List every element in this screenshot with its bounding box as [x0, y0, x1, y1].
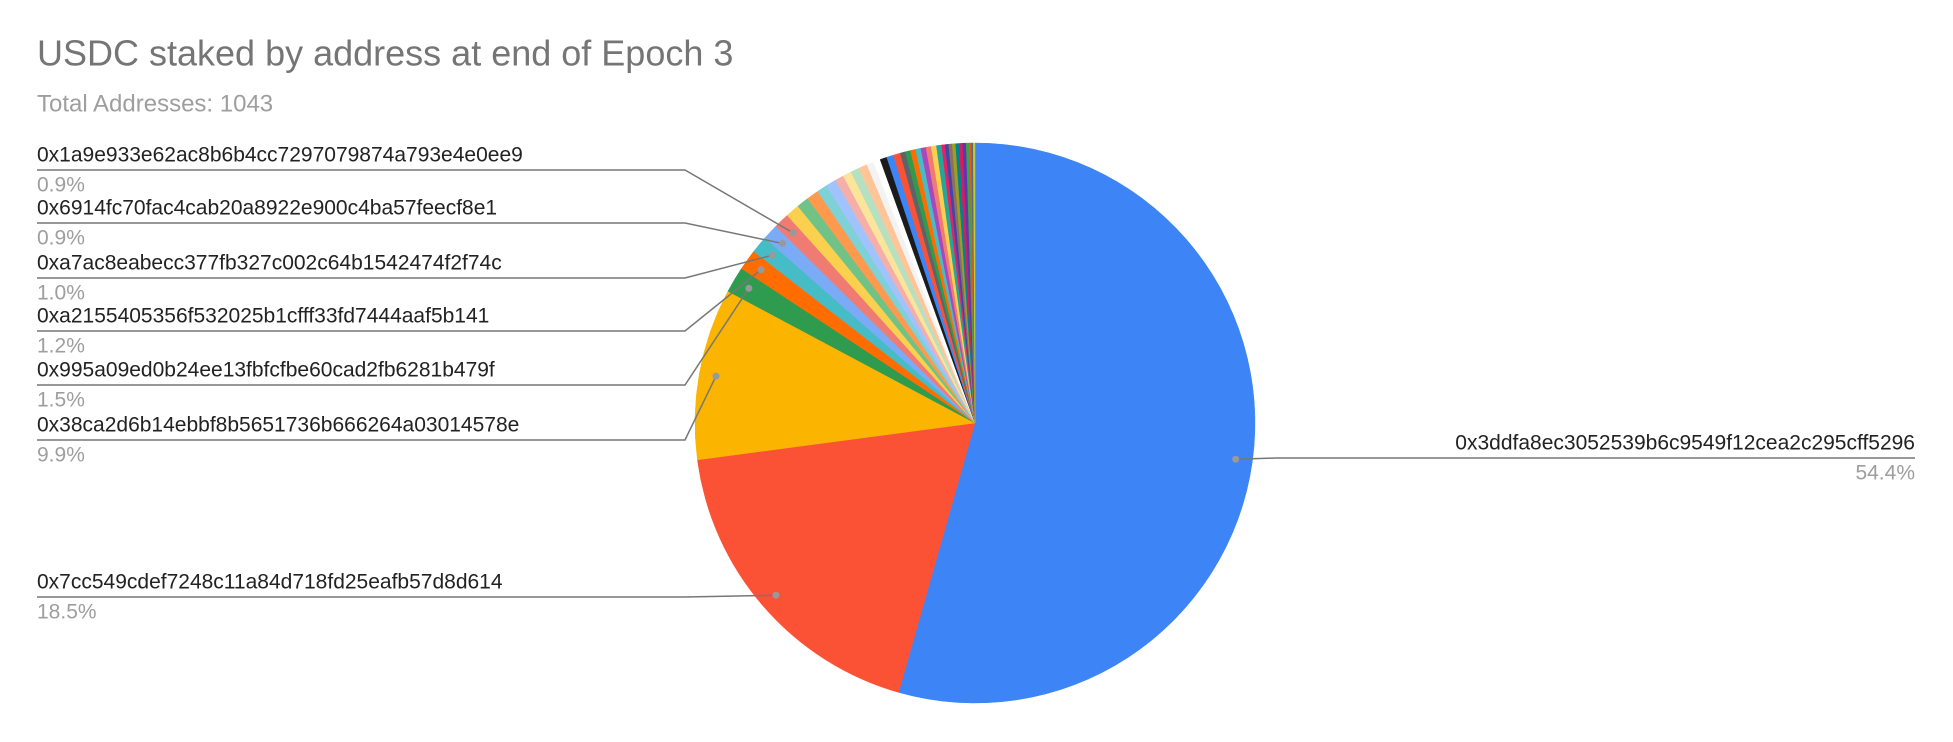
leader-line [37, 222, 783, 245]
pie-slice [697, 422, 976, 693]
pie-slice [972, 142, 976, 424]
slice-value-label: 0.9% [37, 174, 85, 197]
leader-line [37, 169, 794, 234]
slice-value-label: 1.0% [37, 282, 85, 305]
slice-value-label: 54.4% [1855, 462, 1915, 485]
slice-value-label: 1.5% [37, 389, 85, 412]
slice-label: 0x6914fc70fac4cab20a8922e900c4ba57feecf8… [37, 197, 497, 220]
slice-label: 0x7cc549cdef7248c11a84d718fd25eafb57d8d6… [37, 571, 503, 594]
chart-title: USDC staked by address at end of Epoch 3 [37, 33, 733, 74]
slice-label: 0xa7ac8eabecc377fb327c002c64b1542474f2f7… [37, 252, 502, 275]
slice-value-label: 0.9% [37, 227, 85, 250]
leader-dot [712, 372, 720, 380]
slice-label: 0x3ddfa8ec3052539b6c9549f12cea2c295cff52… [1455, 432, 1915, 455]
chart-subtitle: Total Addresses: 1043 [37, 90, 273, 117]
pie-slice [898, 142, 1256, 704]
slice-label: 0x995a09ed0b24ee13fbfcfbe60cad2fb6281b47… [37, 359, 495, 382]
slice-label: 0x38ca2d6b14ebbf8b5651736b666264a0301457… [37, 414, 519, 437]
leader-dot [757, 266, 765, 274]
slice-label: 0x1a9e933e62ac8b6b4cc7297079874a793e4e0e… [37, 144, 523, 167]
leader-dot [789, 229, 797, 237]
leader-line [1235, 457, 1915, 461]
leader-dot [772, 591, 780, 599]
leader-dot [745, 284, 753, 292]
leader-line [37, 254, 773, 279]
leader-line [37, 375, 717, 441]
slice-value-label: 1.2% [37, 335, 85, 358]
slice-label: 0xa2155405356f532025b1cfff33fd7444aaf5b1… [37, 305, 489, 328]
leader-dot [1232, 455, 1240, 463]
leader-line [37, 594, 776, 598]
leader-line [37, 269, 762, 332]
slice-value-label: 18.5% [37, 601, 97, 624]
slice-value-label: 9.9% [37, 444, 85, 467]
leader-line [37, 287, 750, 386]
leader-dot [779, 239, 787, 247]
leader-dot [768, 251, 776, 259]
